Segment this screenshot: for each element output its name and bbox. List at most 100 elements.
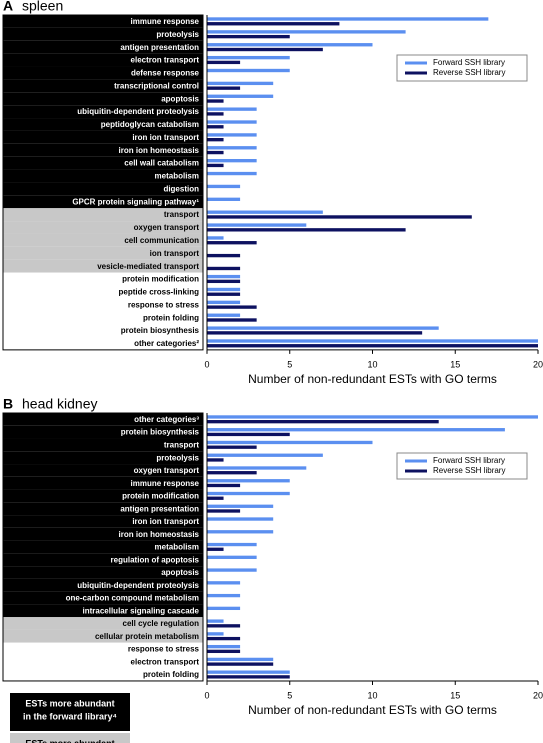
category-label: other categories² bbox=[134, 339, 199, 348]
bar bbox=[207, 133, 257, 137]
category-label: GPCR protein signaling pathway¹ bbox=[72, 197, 199, 206]
category-label: regulation of apoptosis bbox=[111, 555, 200, 564]
bar bbox=[207, 479, 290, 483]
bar bbox=[207, 197, 241, 201]
category-label: immune response bbox=[131, 17, 200, 26]
label-background bbox=[3, 53, 203, 67]
bar bbox=[207, 517, 274, 521]
label-background bbox=[3, 604, 203, 618]
bar bbox=[207, 112, 224, 116]
bar bbox=[207, 150, 224, 155]
bar bbox=[207, 215, 472, 219]
bar bbox=[207, 318, 257, 322]
category-label: ion transport bbox=[150, 249, 200, 258]
category-label: digestion bbox=[163, 184, 199, 193]
category-label: protein modification bbox=[122, 275, 199, 284]
category-label: protein folding bbox=[143, 313, 199, 322]
category-label: ubiquitin-dependent proteolysis bbox=[77, 107, 199, 116]
label-frame bbox=[2, 412, 204, 682]
bar bbox=[207, 146, 257, 150]
bar bbox=[207, 581, 241, 585]
bar bbox=[207, 125, 224, 129]
panel-title: head kidney bbox=[22, 396, 98, 412]
bar bbox=[207, 22, 340, 26]
category-label: apoptosis bbox=[161, 94, 199, 103]
bar bbox=[207, 662, 274, 666]
x-tick-label: 10 bbox=[367, 690, 377, 700]
key-box bbox=[10, 733, 130, 743]
label-background bbox=[3, 502, 203, 516]
bar bbox=[207, 94, 274, 98]
category-label: metabolism bbox=[155, 172, 199, 181]
category-label: proteolysis bbox=[156, 30, 199, 39]
label-background bbox=[3, 337, 203, 350]
label-background bbox=[3, 118, 203, 131]
category-label: apoptosis bbox=[161, 568, 199, 577]
category-label: proteolysis bbox=[156, 453, 199, 462]
label-background bbox=[3, 642, 203, 656]
label-background bbox=[3, 298, 203, 312]
bar bbox=[207, 624, 241, 628]
bar bbox=[207, 171, 257, 176]
bar bbox=[207, 331, 423, 335]
bar bbox=[207, 241, 257, 245]
label-background bbox=[3, 413, 203, 426]
bar bbox=[207, 440, 373, 445]
bar bbox=[207, 344, 538, 348]
bar bbox=[207, 471, 257, 475]
bar bbox=[207, 432, 290, 437]
label-background bbox=[3, 143, 203, 157]
category-label: immune response bbox=[131, 479, 200, 488]
bar bbox=[207, 55, 290, 60]
bar bbox=[207, 210, 323, 214]
label-background bbox=[3, 259, 203, 273]
category-label: defense response bbox=[131, 69, 200, 78]
legend-swatch bbox=[405, 61, 427, 65]
category-label: protein biosynthesis bbox=[121, 428, 200, 437]
label-background bbox=[3, 182, 203, 196]
category-label: transport bbox=[164, 441, 199, 450]
bar bbox=[207, 509, 241, 513]
label-background bbox=[3, 15, 203, 28]
category-label: iron ion transport bbox=[132, 517, 199, 526]
label-background bbox=[3, 92, 203, 106]
bar bbox=[207, 458, 224, 462]
label-background bbox=[3, 169, 203, 183]
bar bbox=[207, 636, 241, 641]
category-label: cell wall catabolism bbox=[124, 159, 199, 168]
category-label: one-carbon compound metabolism bbox=[66, 594, 199, 603]
bar bbox=[207, 632, 224, 636]
x-tick-label: 20 bbox=[533, 690, 543, 700]
x-tick-label: 10 bbox=[367, 359, 377, 369]
x-tick-label: 5 bbox=[287, 359, 292, 369]
label-background bbox=[3, 515, 203, 528]
label-background bbox=[3, 476, 203, 490]
bar bbox=[207, 568, 257, 572]
bar bbox=[207, 453, 323, 457]
bar bbox=[207, 99, 224, 103]
bar bbox=[207, 158, 257, 163]
x-axis-label: Number of non-redundant ESTs with GO ter… bbox=[248, 372, 497, 386]
legend-label: Reverse SSH library bbox=[433, 466, 505, 475]
label-background bbox=[3, 221, 203, 234]
bar bbox=[207, 657, 274, 662]
bar bbox=[207, 547, 224, 551]
label-background bbox=[3, 617, 203, 630]
bar bbox=[207, 445, 257, 449]
category-label: iron ion homeostasis bbox=[119, 530, 200, 539]
category-label: electron transport bbox=[131, 56, 200, 65]
bar bbox=[207, 644, 241, 649]
x-tick-label: 15 bbox=[450, 690, 460, 700]
category-label: vesicle-mediated transport bbox=[97, 262, 199, 271]
x-tick-label: 0 bbox=[204, 690, 209, 700]
category-label: transcriptional control bbox=[114, 81, 199, 90]
label-background bbox=[3, 655, 203, 669]
bar bbox=[207, 274, 241, 279]
category-label: oxygen transport bbox=[134, 466, 200, 475]
category-label: protein modification bbox=[122, 492, 199, 501]
label-background bbox=[3, 285, 203, 299]
bar bbox=[207, 120, 257, 124]
category-label: response to stress bbox=[128, 645, 200, 654]
bar bbox=[207, 466, 307, 470]
bar bbox=[207, 34, 290, 39]
